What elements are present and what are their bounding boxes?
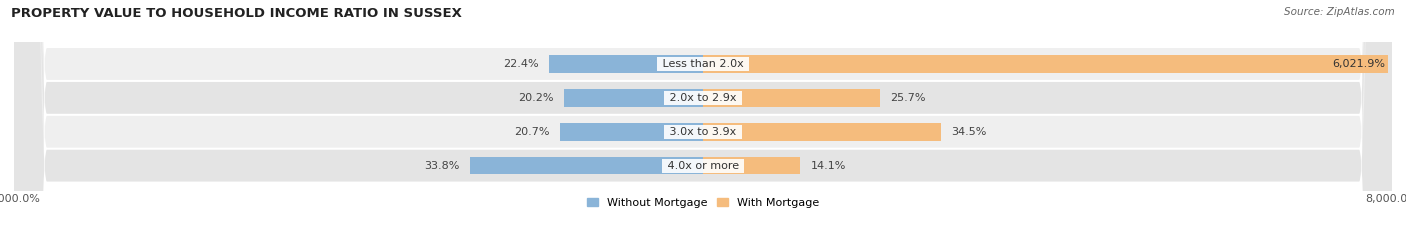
Text: 2.0x to 2.9x: 2.0x to 2.9x <box>666 93 740 103</box>
FancyBboxPatch shape <box>14 0 1392 233</box>
Text: Source: ZipAtlas.com: Source: ZipAtlas.com <box>1284 7 1395 17</box>
Text: PROPERTY VALUE TO HOUSEHOLD INCOME RATIO IN SUSSEX: PROPERTY VALUE TO HOUSEHOLD INCOME RATIO… <box>11 7 463 20</box>
Bar <box>703 123 941 140</box>
Text: 20.2%: 20.2% <box>517 93 554 103</box>
Bar <box>470 157 703 175</box>
Text: Less than 2.0x: Less than 2.0x <box>659 59 747 69</box>
Text: 25.7%: 25.7% <box>890 93 927 103</box>
Text: 4.0x or more: 4.0x or more <box>664 161 742 171</box>
Bar <box>703 89 880 107</box>
Text: 14.1%: 14.1% <box>810 161 846 171</box>
Bar <box>703 55 1388 73</box>
FancyBboxPatch shape <box>14 0 1392 233</box>
Text: 6,021.9%: 6,021.9% <box>1331 59 1385 69</box>
Text: 34.5%: 34.5% <box>950 127 987 137</box>
Legend: Without Mortgage, With Mortgage: Without Mortgage, With Mortgage <box>582 193 824 212</box>
Text: 33.8%: 33.8% <box>425 161 460 171</box>
Text: 20.7%: 20.7% <box>515 127 550 137</box>
Bar <box>703 157 800 175</box>
Bar <box>561 123 703 140</box>
Text: 3.0x to 3.9x: 3.0x to 3.9x <box>666 127 740 137</box>
FancyBboxPatch shape <box>14 0 1392 233</box>
Bar <box>548 55 703 73</box>
Bar <box>564 89 703 107</box>
FancyBboxPatch shape <box>14 0 1392 233</box>
Text: 22.4%: 22.4% <box>503 59 538 69</box>
